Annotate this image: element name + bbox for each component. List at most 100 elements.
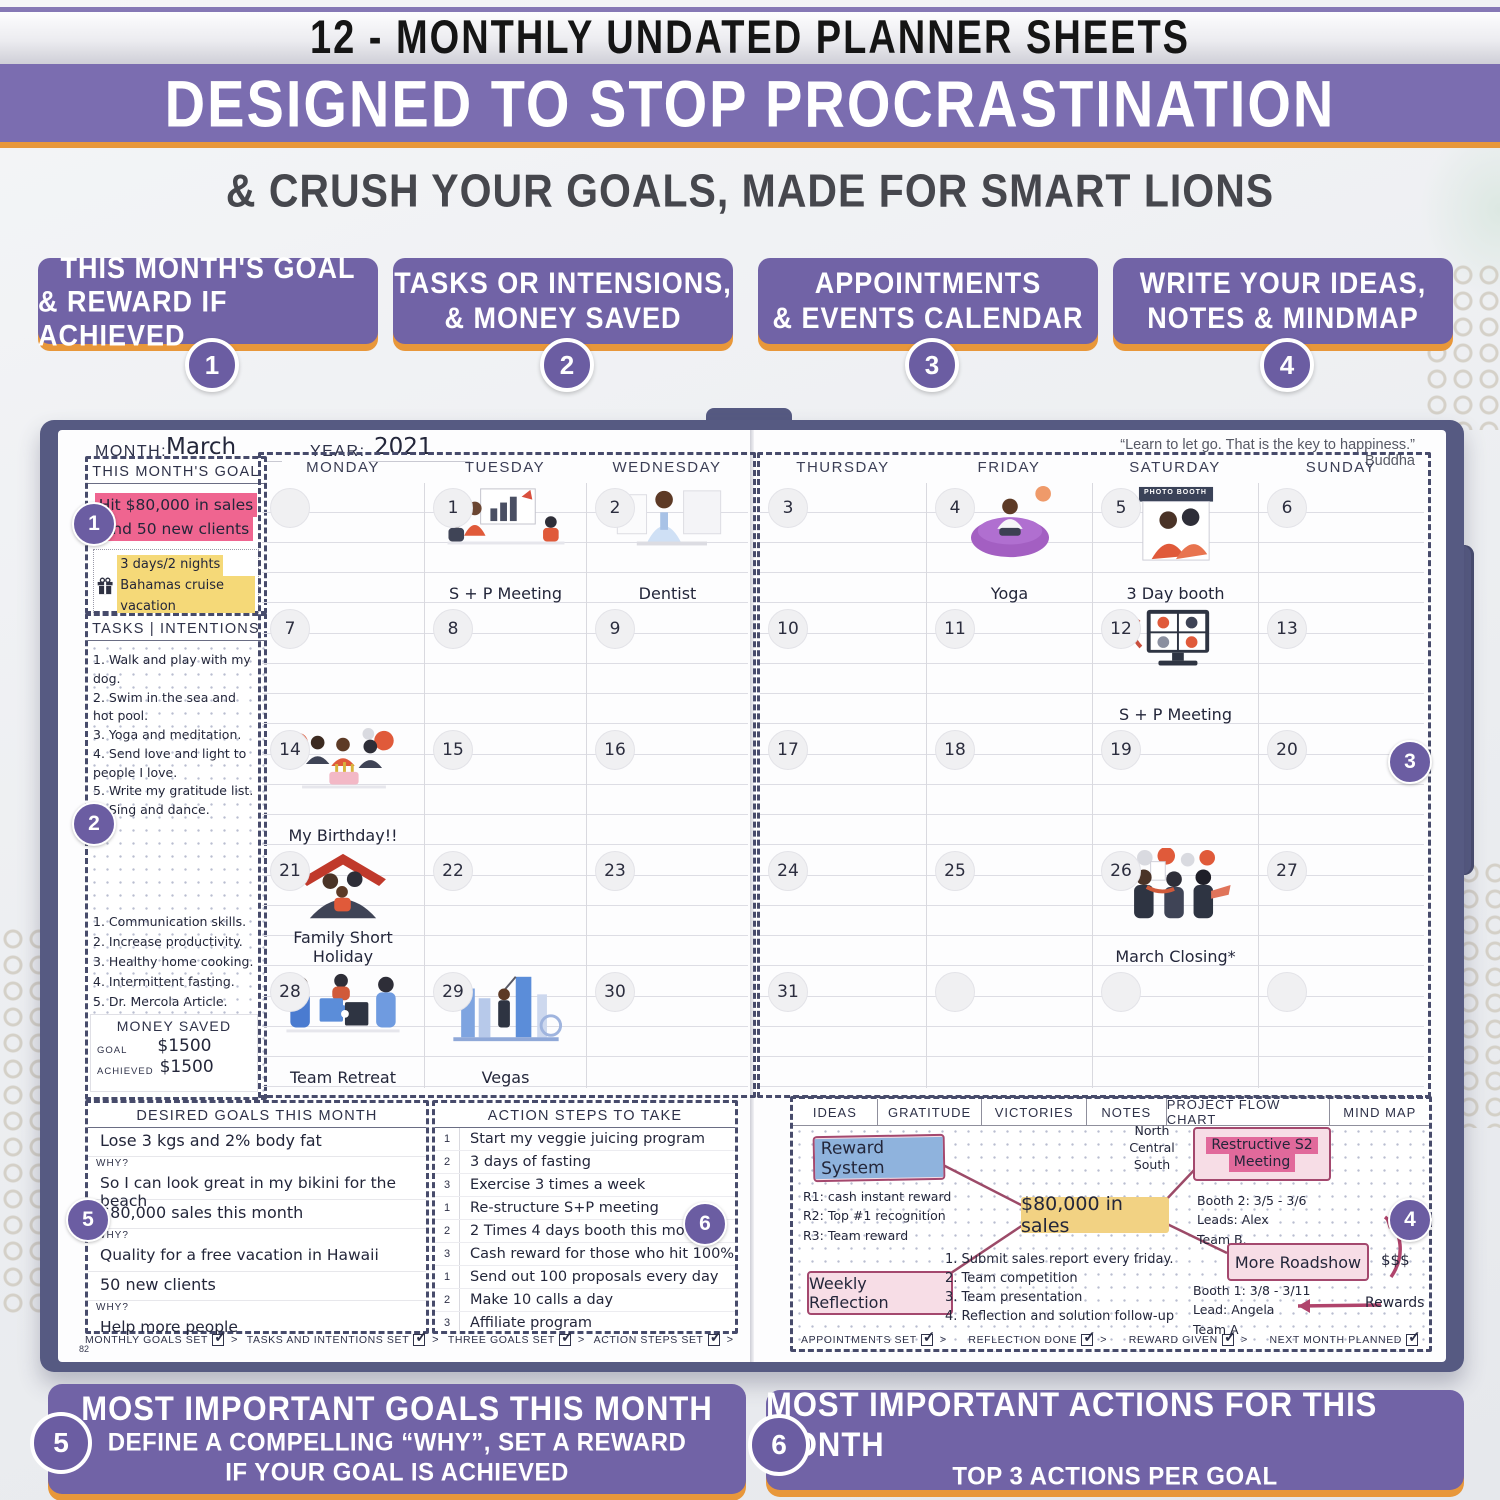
date-circle: 19	[1101, 730, 1141, 770]
bottom-feature-line: MOST IMPORTANT ACTIONS FOR THIS MONTH	[766, 1385, 1378, 1464]
booth2-note: Booth 2: 3/5 - 3/6 Leads: Alex Team B.	[1197, 1191, 1307, 1249]
feature-number-badge: 4	[1260, 338, 1314, 392]
checkbox-checked-icon: ✓	[1081, 1329, 1096, 1346]
rewards-dollars: $$$	[1381, 1251, 1410, 1269]
event-caption: Dentist	[638, 584, 697, 603]
step-text: Re-structure S+P meeting	[470, 1200, 659, 1216]
feature-box-4: WRITE YOUR IDEAS, NOTES & MINDMAP	[1113, 258, 1453, 344]
check-label: REFLECTION DONE	[968, 1334, 1078, 1346]
event-caption: Family Short Holiday	[293, 928, 393, 966]
step-text: Affiliate program	[470, 1315, 592, 1331]
goal-row: 50 new clients	[88, 1272, 426, 1301]
tasks-box-title: TASKS | INTENTIONS	[88, 616, 264, 641]
calendar-cell	[1258, 967, 1424, 1088]
calendar-cell: 1 S + P Meeting	[424, 483, 586, 604]
year-label: YEAR:	[310, 443, 366, 460]
task-item: 2. Increase productivity.	[93, 933, 243, 949]
more-roadshow-node: More Roadshow	[1227, 1243, 1369, 1281]
step-text: 2 Times 4 days booth this month	[470, 1223, 709, 1239]
check-item: NEXT MONTH PLANNED ✓	[1269, 1330, 1421, 1346]
chevron-glyph: >	[726, 1334, 733, 1346]
feature-box-3: APPOINTMENTS & EVENTS CALENDAR	[758, 258, 1098, 344]
step-text: Start my veggie juicing program	[470, 1131, 705, 1147]
feature-line: & REWARD IF ACHIEVED	[38, 284, 228, 352]
check-label: ACTION STEPS SET	[593, 1334, 704, 1346]
desired-goals-box: DESIRED GOALS THIS MONTH Lose 3 kgs and …	[85, 1100, 429, 1336]
action-step-row: 3 Exercise 3 times a week	[435, 1174, 735, 1197]
step-text: Send out 100 proposals every day	[470, 1269, 719, 1285]
task-item: 6. Sing and dance.	[93, 802, 210, 817]
right-check-row: APPOINTMENTS SET ✓ > REFLECTION DONE ✓ > REW…	[801, 1329, 1421, 1346]
checkbox-checked-icon: ✓	[707, 1329, 723, 1346]
check-label: REWARD GIVEN	[1128, 1334, 1218, 1346]
reward-notes: R1: cash instant reward R2: Top #1 recog…	[803, 1187, 951, 1245]
top-title-band: 12 - MONTHLY UNDATED PLANNER SHEETS	[0, 11, 1500, 64]
chevron-glyph: >	[231, 1334, 238, 1346]
month-label: MONTH:	[95, 443, 168, 460]
tab-notes: NOTES	[1087, 1099, 1167, 1125]
calendar-cell: 27	[1258, 846, 1424, 967]
bottom-feature-number-badge: 6	[748, 1414, 810, 1476]
date-circle: 7	[270, 609, 310, 649]
action-step-row: 1 Re-structure S+P meeting	[435, 1197, 735, 1220]
mindmap-action: 1. Submit sales report every friday.	[945, 1252, 1174, 1267]
checkbox-checked-icon: ✓	[1221, 1329, 1237, 1346]
date-circle: 9	[595, 609, 635, 649]
task-item: 5. Dr. Mercola Article.	[93, 993, 228, 1009]
calendar-cell: 13	[1258, 604, 1424, 725]
reward-note: R2: Top #1 recognition	[803, 1208, 946, 1224]
action-step-row: 2 Make 10 calls a day	[435, 1289, 735, 1312]
reward-line-1: 3 days/2 nights	[117, 555, 224, 576]
date-circle: 13	[1267, 609, 1307, 649]
calendar-cell: 21 Family Short Holiday	[262, 846, 424, 967]
marker-4: 4	[1388, 1198, 1432, 1242]
feature-line: WRITE YOUR IDEAS,	[1139, 266, 1427, 300]
family-illustration	[300, 853, 386, 919]
feature-line: & MONEY SAVED	[444, 301, 682, 335]
day-header: FRIDAY	[977, 459, 1041, 476]
event-caption: S + P Meeting	[1119, 705, 1232, 724]
feature-box-1: THIS MONTH'S GOAL & REWARD IF ACHIEVED	[38, 251, 378, 352]
restructive-line: Restructive S2	[1206, 1136, 1318, 1154]
step-number: 2	[435, 1151, 460, 1173]
why-answer: So I can look great in my bikini for the…	[88, 1172, 426, 1210]
date-circle: 14	[270, 730, 310, 770]
why-label: WHY?	[96, 1230, 129, 1241]
event-caption: S + P Meeting	[449, 584, 562, 603]
action-step-row: 2 3 days of fasting	[435, 1151, 735, 1174]
feature-line: & EVENTS CALENDAR	[772, 301, 1084, 335]
tab-project-flow-chart: PROJECT FLOW CHART	[1167, 1097, 1331, 1127]
headline-banner: DESIGNED TO STOP PROCRASTINATION	[0, 64, 1500, 148]
rewards-word: Rewards	[1365, 1295, 1425, 1311]
calendar-cell: 22	[424, 846, 586, 967]
step-number: 3	[435, 1243, 460, 1265]
day-header: TUESDAY	[464, 459, 546, 476]
step-number: 3	[435, 1312, 460, 1334]
calendar-cell	[1092, 967, 1258, 1088]
date-circle: 29	[433, 972, 473, 1012]
check-label: THREE GOALS SET	[447, 1334, 555, 1346]
feature-line: TASKS OR INTENSIONS,	[394, 266, 732, 300]
task-item: 3. Yoga and meditation.	[93, 727, 242, 742]
date-circle	[1267, 972, 1307, 1012]
day-header: SUNDAY	[1305, 459, 1377, 476]
notes-mindmap-box: IDEAS GRATITUDE VICTORIES NOTES PROJECT …	[790, 1096, 1432, 1352]
bottom-feature-line: TOP 3 ACTIONS PER GOAL	[952, 1462, 1278, 1491]
task-item: 1. Communication skills.	[93, 913, 247, 929]
chevron-glyph: >	[1240, 1334, 1248, 1346]
tasks-list-2: 1. Communication skills. 2. Increase pro…	[93, 912, 259, 1012]
date-circle: 20	[1267, 730, 1307, 770]
calendar-cell: 24	[760, 846, 926, 967]
date-circle: 11	[935, 609, 975, 649]
check-item: REFLECTION DONE ✓ >	[968, 1329, 1107, 1346]
mindmap-action-list: 1. Submit sales report every friday. 2. …	[945, 1251, 1174, 1326]
event-caption: Vegas	[481, 1068, 530, 1087]
subheadline: & CRUSH YOUR GOALS, MADE FOR SMART LIONS	[0, 165, 1500, 217]
reward-note: R1: cash instant reward	[803, 1189, 952, 1204]
goal-box-title: THIS MONTH'S GOAL	[88, 459, 264, 484]
task-item: 2. Swim in the sea and hot pool.	[93, 689, 236, 724]
date-circle: 30	[595, 972, 635, 1012]
checkbox-checked-icon: ✓	[920, 1329, 936, 1346]
region: North	[1134, 1123, 1170, 1138]
why-label: WHY?	[96, 1302, 129, 1313]
